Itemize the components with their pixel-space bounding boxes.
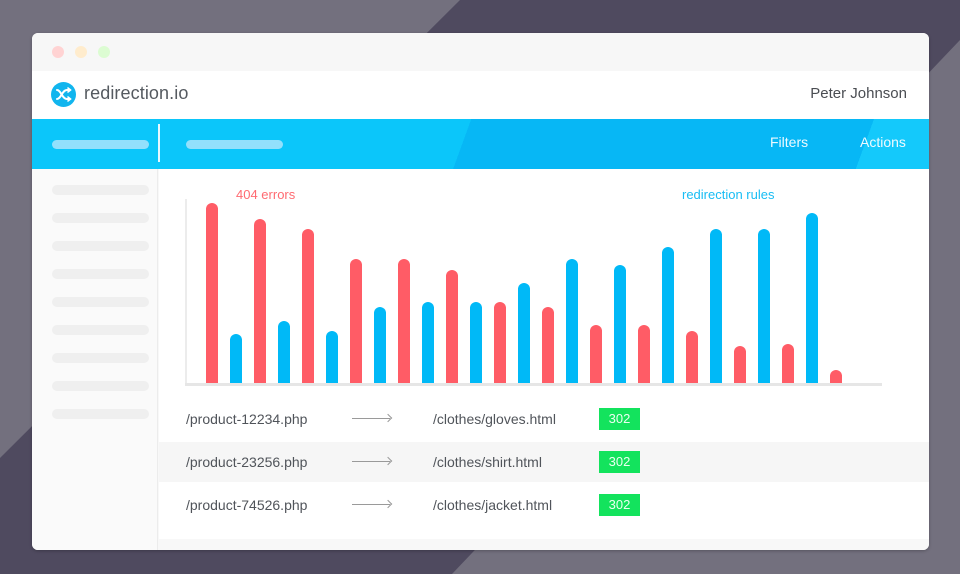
bar-404-errors	[830, 370, 842, 384]
target-url: /clothes/shirt.html	[433, 454, 542, 470]
bar-redirection-rules	[758, 229, 770, 384]
maximize-button[interactable]	[98, 46, 110, 58]
close-button[interactable]	[52, 46, 64, 58]
bar-404-errors	[494, 302, 506, 384]
bar-404-errors	[350, 259, 362, 384]
source-url: /product-23256.php	[186, 454, 308, 470]
footer-strip	[159, 539, 929, 550]
sidebar-item[interactable]	[52, 297, 149, 307]
bar-redirection-rules	[662, 247, 674, 384]
bar-redirection-rules	[614, 265, 626, 384]
bar-404-errors	[686, 331, 698, 384]
filters-button[interactable]: Filters	[770, 134, 809, 150]
table-row[interactable]: /product-74526.php /clothes/jacket.html …	[159, 485, 929, 525]
bar-404-errors	[446, 270, 458, 384]
bar-404-errors	[206, 203, 218, 384]
sidebar-item[interactable]	[52, 269, 149, 279]
bar-404-errors	[782, 344, 794, 384]
app-window: redirection.io Peter Johnson Filters Act…	[32, 33, 929, 550]
bar-redirection-rules	[470, 302, 482, 384]
arrow-right-icon	[352, 504, 390, 505]
sidebar	[32, 169, 158, 550]
app-header: redirection.io Peter Johnson	[32, 71, 929, 119]
y-axis	[185, 199, 187, 385]
x-axis	[185, 383, 882, 386]
bar-404-errors	[734, 346, 746, 384]
actions-button[interactable]: Actions	[860, 134, 906, 150]
sidebar-item[interactable]	[52, 325, 149, 335]
bar-404-errors	[638, 325, 650, 384]
bar-redirection-rules	[230, 334, 242, 384]
bar-404-errors	[254, 219, 266, 384]
sidebar-item[interactable]	[52, 353, 149, 363]
nav-placeholder-1[interactable]	[52, 140, 149, 149]
sidebar-item[interactable]	[52, 241, 149, 251]
sidebar-item[interactable]	[52, 213, 149, 223]
sidebar-item[interactable]	[52, 381, 149, 391]
bar-redirection-rules	[326, 331, 338, 384]
arrow-right-icon	[352, 461, 390, 462]
table-row[interactable]: /product-12234.php /clothes/gloves.html …	[159, 399, 929, 439]
shuffle-icon	[51, 82, 76, 107]
bar-redirection-rules	[278, 321, 290, 384]
status-badge: 302	[599, 408, 640, 430]
bar-redirection-rules	[374, 307, 386, 384]
bar-404-errors	[302, 229, 314, 384]
bar-redirection-rules	[566, 259, 578, 384]
table-row[interactable]: /product-23256.php /clothes/shirt.html 3…	[159, 442, 929, 482]
target-url: /clothes/gloves.html	[433, 411, 556, 427]
brand-name[interactable]: redirection.io	[84, 83, 189, 103]
bar-404-errors	[542, 307, 554, 384]
bar-redirection-rules	[806, 213, 818, 384]
sidebar-item[interactable]	[52, 185, 149, 195]
source-url: /product-12234.php	[186, 411, 308, 427]
status-badge: 302	[599, 494, 640, 516]
bar-redirection-rules	[518, 283, 530, 384]
nav-divider	[158, 124, 160, 162]
bar-redirection-rules	[710, 229, 722, 384]
legend-redirection-rules: redirection rules	[682, 187, 775, 202]
user-menu[interactable]: Peter Johnson	[810, 85, 907, 102]
sidebar-item[interactable]	[52, 409, 149, 419]
nav-placeholder-2[interactable]	[186, 140, 283, 149]
title-bar	[32, 33, 929, 71]
target-url: /clothes/jacket.html	[433, 497, 553, 513]
bar-404-errors	[590, 325, 602, 384]
arrow-right-icon	[352, 418, 390, 419]
status-badge: 302	[599, 451, 640, 473]
minimize-button[interactable]	[75, 46, 87, 58]
bar-404-errors	[398, 259, 410, 384]
nav-bar: Filters Actions	[32, 119, 929, 169]
legend-404-errors: 404 errors	[236, 187, 296, 202]
bar-redirection-rules	[422, 302, 434, 384]
source-url: /product-74526.php	[186, 497, 308, 513]
